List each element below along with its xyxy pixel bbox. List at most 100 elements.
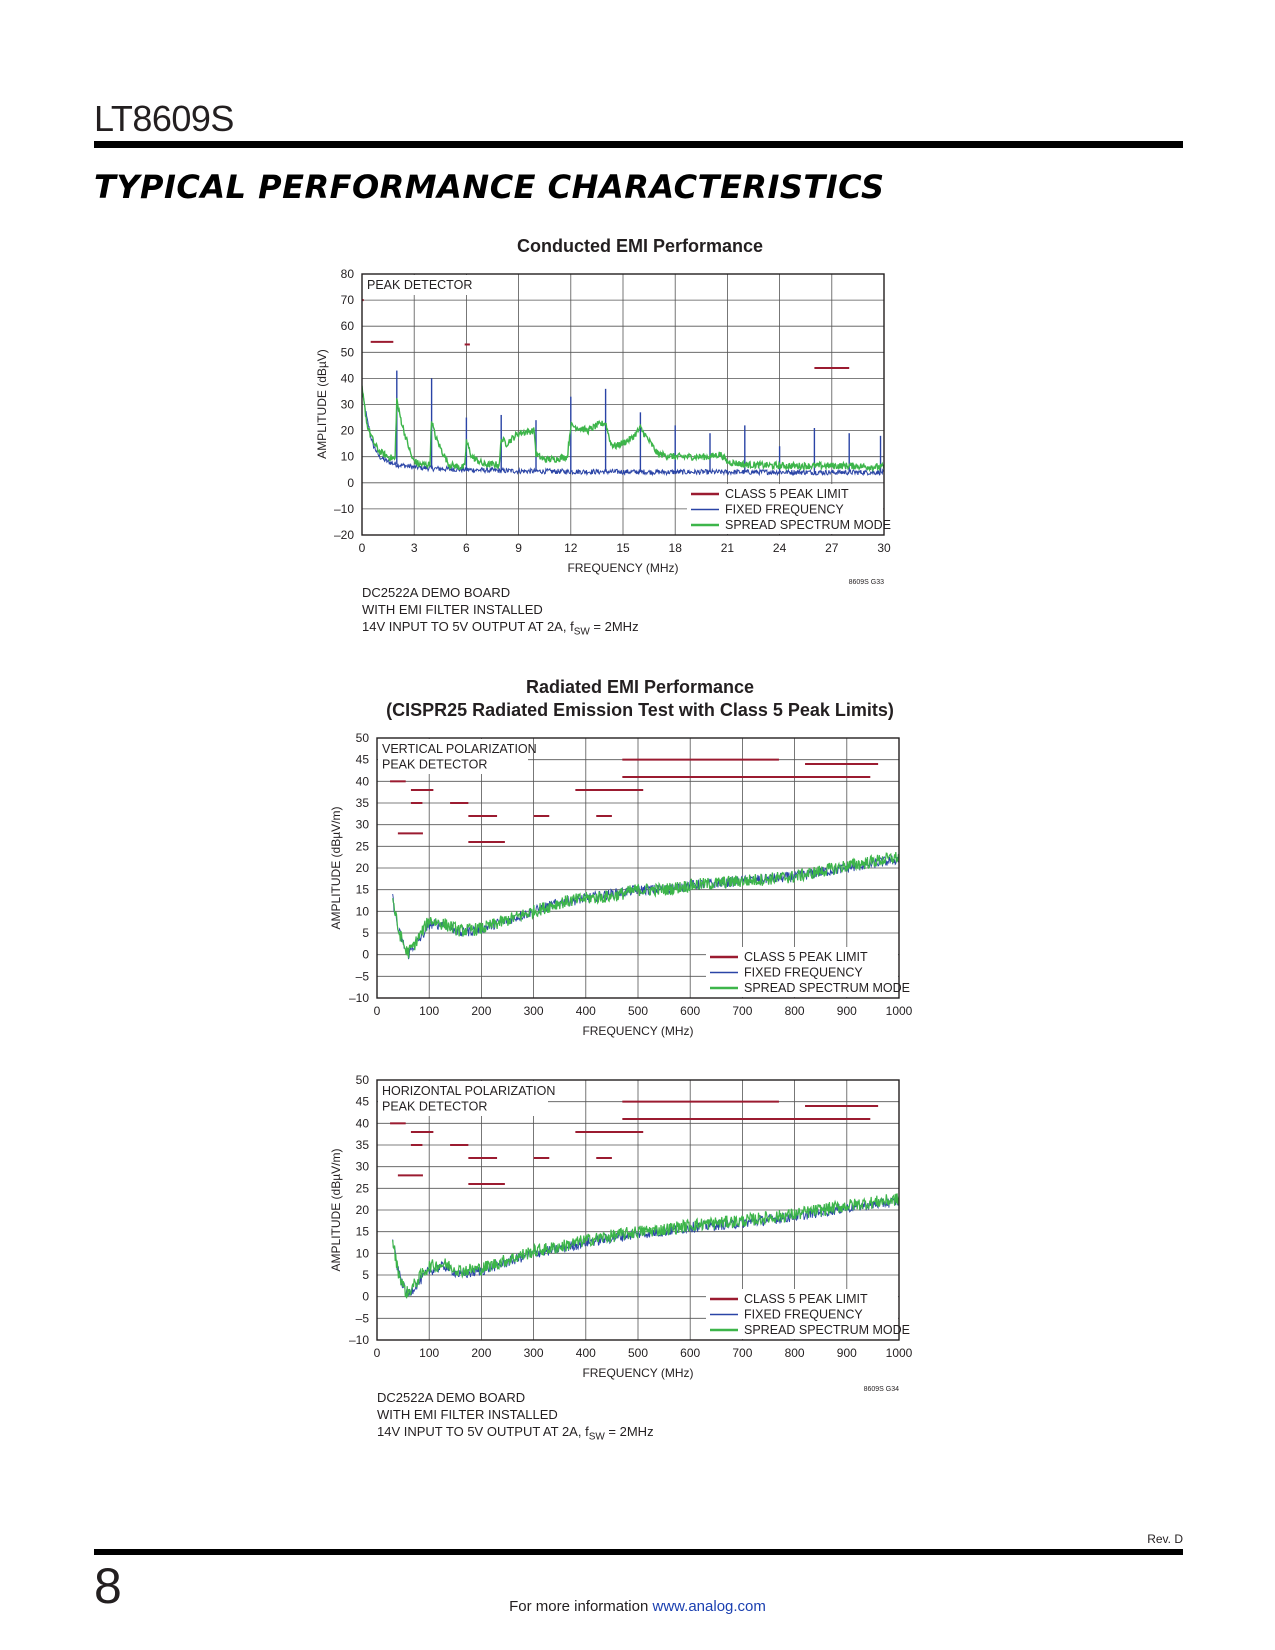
x-tick-label: 6 — [463, 541, 470, 555]
x-tick-label: 300 — [524, 1346, 544, 1360]
x-axis-label: FREQUENCY (MHz) — [567, 561, 678, 575]
x-tick-label: 0 — [374, 1004, 381, 1018]
y-tick-label: 0 — [362, 948, 369, 962]
legend-label: SPREAD SPECTRUM MODE — [725, 518, 891, 532]
x-tick-label: 1000 — [886, 1346, 913, 1360]
y-tick-label: 25 — [356, 1181, 370, 1195]
figure-code: 8609S G34 — [864, 1386, 900, 1393]
legend-label: SPREAD SPECTRUM MODE — [744, 1323, 910, 1337]
x-tick-label: 800 — [785, 1346, 805, 1360]
x-axis-label: FREQUENCY (MHz) — [582, 1366, 693, 1380]
x-tick-label: 0 — [359, 541, 366, 555]
x-tick-label: 18 — [669, 541, 683, 555]
legend-label: CLASS 5 PEAK LIMIT — [744, 950, 868, 964]
radiated_vertical-chart: 0 100 200 300 400 500 600 700 800 900 1000 –10 –5 0 5 1… — [329, 731, 913, 1038]
y-tick-label: 50 — [356, 1073, 370, 1087]
revision-label: Rev. D — [1147, 1532, 1183, 1546]
note-line: 14V INPUT TO 5V OUTPUT AT 2A, fSW = 2MHz — [377, 1423, 654, 1446]
y-tick-label: 40 — [356, 1116, 370, 1130]
x-tick-label: 1000 — [886, 1004, 913, 1018]
analog-website-link[interactable]: www.analog.com — [653, 1598, 766, 1615]
x-tick-label: 24 — [773, 541, 787, 555]
y-tick-label: 15 — [356, 883, 370, 897]
y-tick-label: 30 — [356, 1160, 370, 1174]
y-tick-label: –10 — [334, 502, 354, 516]
y-tick-label: 10 — [356, 904, 370, 918]
y-axis-label: AMPLITUDE (dBµV/m) — [329, 1149, 343, 1272]
figure-code: 8609S G33 — [849, 579, 885, 586]
y-tick-label: 70 — [341, 293, 355, 307]
legend-label: FIXED FREQUENCY — [744, 966, 863, 980]
y-tick-label: 5 — [362, 1268, 369, 1282]
footer-info: For more information www.analog.com — [0, 1598, 1275, 1615]
x-tick-label: 15 — [616, 541, 630, 555]
note-line: WITH EMI FILTER INSTALLED — [362, 601, 639, 618]
y-tick-label: 15 — [356, 1225, 370, 1239]
x-tick-label: 600 — [680, 1346, 700, 1360]
y-tick-label: 30 — [356, 818, 370, 832]
x-tick-label: 9 — [515, 541, 522, 555]
y-tick-label: 35 — [356, 796, 370, 810]
annotation-text: VERTICAL POLARIZATION — [382, 742, 537, 756]
note-line: DC2522A DEMO BOARD — [377, 1389, 654, 1406]
y-tick-label: –20 — [334, 528, 354, 542]
note-line: DC2522A DEMO BOARD — [362, 584, 639, 601]
legend-label: SPREAD SPECTRUM MODE — [744, 981, 910, 995]
radiated-test-notes: DC2522A DEMO BOARD WITH EMI FILTER INSTA… — [377, 1389, 654, 1446]
x-tick-label: 700 — [732, 1004, 752, 1018]
fixed-frequency-series — [393, 1197, 899, 1297]
y-tick-label: 10 — [356, 1246, 370, 1260]
radiated_vertical-plot-area — [390, 760, 899, 959]
x-tick-label: 600 — [680, 1004, 700, 1018]
x-tick-label: 200 — [471, 1346, 491, 1360]
y-tick-label: 0 — [362, 1290, 369, 1304]
y-tick-label: –10 — [349, 1333, 369, 1347]
y-tick-label: 40 — [356, 774, 370, 788]
x-tick-label: 900 — [837, 1346, 857, 1360]
x-tick-label: 300 — [524, 1004, 544, 1018]
y-tick-label: –10 — [349, 991, 369, 1005]
y-tick-label: 50 — [356, 731, 370, 745]
y-axis-label: AMPLITUDE (dBµV) — [315, 349, 329, 459]
y-tick-label: 20 — [356, 861, 370, 875]
x-tick-label: 500 — [628, 1004, 648, 1018]
note-line: 14V INPUT TO 5V OUTPUT AT 2A, fSW = 2MHz — [362, 618, 639, 641]
y-tick-label: 60 — [341, 319, 355, 333]
y-tick-label: 10 — [341, 450, 355, 464]
radiated_horizontal-plot-area — [390, 1102, 899, 1299]
y-tick-label: 25 — [356, 839, 370, 853]
y-axis-label: AMPLITUDE (dBµV/m) — [329, 807, 343, 930]
y-tick-label: 5 — [362, 926, 369, 940]
x-tick-label: 200 — [471, 1004, 491, 1018]
spread-spectrum-series — [393, 1193, 899, 1298]
x-tick-label: 12 — [564, 541, 578, 555]
x-tick-label: 30 — [877, 541, 891, 555]
x-tick-label: 800 — [785, 1004, 805, 1018]
annotation-text: PEAK DETECTOR — [382, 1100, 487, 1114]
x-tick-label: 400 — [576, 1346, 596, 1360]
y-tick-label: 20 — [356, 1203, 370, 1217]
legend-label: FIXED FREQUENCY — [744, 1308, 863, 1322]
x-tick-label: 400 — [576, 1004, 596, 1018]
annotation-text: PEAK DETECTOR — [367, 278, 472, 292]
y-tick-label: 45 — [356, 753, 370, 767]
note-line: WITH EMI FILTER INSTALLED — [377, 1406, 654, 1423]
y-tick-label: 40 — [341, 371, 355, 385]
conducted-chart: 0 3 6 9 12 15 18 21 24 27 30 –20 –10 0 10 20 30 40 50 60 70 8… — [315, 267, 891, 586]
x-tick-label: 27 — [825, 541, 839, 555]
x-tick-label: 100 — [419, 1346, 439, 1360]
footer-rule — [94, 1549, 1183, 1555]
y-tick-label: –5 — [356, 969, 370, 983]
x-tick-label: 900 — [837, 1004, 857, 1018]
annotation-text: HORIZONTAL POLARIZATION — [382, 1084, 555, 1098]
y-tick-label: 45 — [356, 1095, 370, 1109]
x-tick-label: 3 — [411, 541, 418, 555]
x-tick-label: 21 — [721, 541, 735, 555]
y-tick-label: 20 — [341, 424, 355, 438]
x-tick-label: 500 — [628, 1346, 648, 1360]
y-tick-label: –5 — [356, 1311, 370, 1325]
y-tick-label: 80 — [341, 267, 355, 281]
conducted-test-notes: DC2522A DEMO BOARD WITH EMI FILTER INSTA… — [362, 584, 639, 641]
radiated_horizontal-chart: 0 100 200 300 400 500 600 700 800 900 1000 –10 –5 0 5 1… — [329, 1073, 913, 1393]
x-tick-label: 100 — [419, 1004, 439, 1018]
